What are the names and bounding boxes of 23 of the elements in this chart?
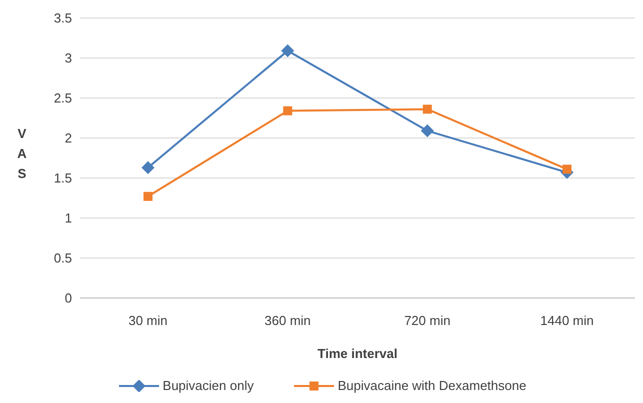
y-axis-title: VAS bbox=[17, 126, 28, 181]
point bbox=[422, 104, 432, 114]
point bbox=[144, 192, 152, 201]
legend-label: Bupivacien only bbox=[162, 378, 254, 393]
x-tick-label: 30 min bbox=[128, 313, 168, 328]
legend-label: Bupivacaine with Dexamethsone bbox=[338, 378, 526, 393]
y-tick-label: 0 bbox=[64, 290, 72, 306]
x-tick-label: 1440 min bbox=[540, 313, 594, 328]
point bbox=[142, 161, 154, 174]
y-tick-label: 3 bbox=[64, 50, 72, 66]
x-axis-title: Time interval bbox=[318, 346, 398, 361]
y-tick-label: 0.5 bbox=[54, 250, 72, 266]
x-tick-label: 360 min bbox=[264, 313, 311, 328]
y-tick-label: 1.5 bbox=[54, 170, 72, 186]
x-tick-label: 720 min bbox=[404, 313, 450, 328]
point bbox=[281, 44, 294, 58]
y-tick-label: 2.5 bbox=[54, 90, 72, 106]
point bbox=[420, 124, 434, 138]
y-tick-label: 2 bbox=[64, 130, 72, 146]
point bbox=[562, 164, 572, 174]
point bbox=[283, 106, 292, 116]
y-tick-label: 1 bbox=[64, 210, 72, 226]
y-tick-label: 3.5 bbox=[54, 10, 72, 26]
